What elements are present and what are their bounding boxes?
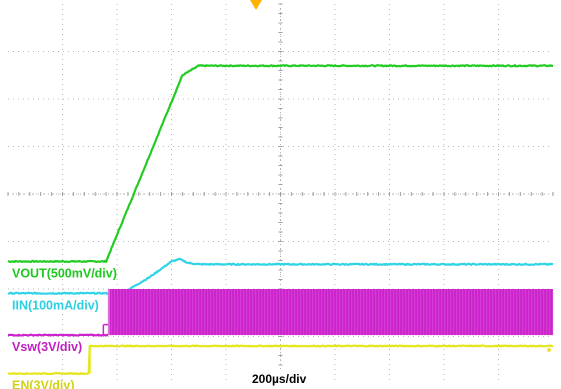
timebase-label: 200µs/div <box>252 372 307 386</box>
en-end-dot <box>547 348 551 352</box>
trace-label-1: IIN(100mA/div) <box>12 298 99 312</box>
trigger-position-marker <box>250 0 262 10</box>
trace-1 <box>7 257 554 295</box>
trace-label-0: VOUT(500mV/div) <box>12 266 117 280</box>
timebase-background <box>250 369 324 386</box>
trace-3 <box>7 344 554 376</box>
trace-0 <box>7 64 554 264</box>
trace-labels: VOUT(500mV/div) IIN(100mA/div) Vsw(3V/div)… <box>12 266 117 389</box>
trace-label-3: EN(3V/div) <box>12 379 75 389</box>
traces <box>7 64 554 376</box>
trace-2 <box>7 333 109 337</box>
trace-label-2: Vsw(3V/div) <box>12 340 82 354</box>
